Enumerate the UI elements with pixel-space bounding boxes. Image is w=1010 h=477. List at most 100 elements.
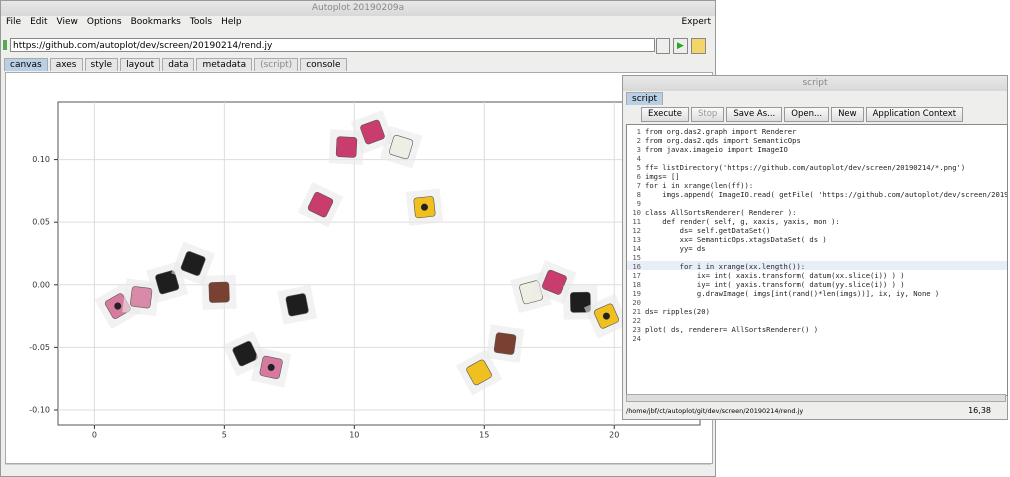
tab[interactable]: metadata	[196, 58, 253, 71]
current-line	[627, 261, 1007, 270]
menu-item[interactable]: Bookmarks	[130, 17, 181, 27]
tab[interactable]: script	[626, 92, 664, 105]
caret-position: 16,38	[968, 406, 991, 415]
line-number: 15	[632, 253, 641, 262]
line-number: 6	[636, 172, 641, 181]
line-number: 1	[636, 127, 641, 136]
tab[interactable]: canvas	[4, 58, 48, 71]
menu-item[interactable]: File	[6, 17, 22, 27]
code-line: def render( self, g, xaxis, yaxis, mon )…	[645, 217, 840, 226]
code-line: xx= SemanticOps.xtagsDataSet( ds )	[645, 235, 827, 244]
line-number: 21	[632, 307, 641, 316]
tab[interactable]: (script)	[254, 58, 299, 71]
code-line: from javax.imageio import ImageIO	[645, 145, 788, 154]
title-bar: script	[623, 76, 1007, 91]
go-button[interactable]: ▶	[673, 38, 688, 54]
candy-point	[405, 188, 444, 226]
scrollbar[interactable]	[626, 394, 1006, 402]
candy-point	[171, 241, 216, 286]
line-number: 16	[632, 262, 641, 271]
candy-point	[250, 347, 292, 388]
menu-item[interactable]: Options	[86, 17, 122, 27]
code-line: ix= int( xaxis.transform( datum(xx.slice…	[645, 271, 905, 280]
line-number: 20	[632, 298, 641, 307]
plot-area	[57, 101, 701, 426]
candy-point	[201, 274, 237, 310]
code-line: imgs.append( ImageIO.read( getFile( 'htt…	[645, 190, 1008, 199]
line-number: 19	[632, 289, 641, 298]
line-number: 22	[632, 316, 641, 325]
button[interactable]: Application Context	[865, 107, 964, 122]
line-number: 23	[632, 325, 641, 334]
tab[interactable]: data	[162, 58, 195, 71]
x-tick-label: 10	[349, 431, 359, 440]
window-title: script	[802, 78, 828, 88]
script-window: script script Execute Stop Save As... Open.…	[622, 75, 1008, 420]
y-tick-label: -0.05	[29, 343, 50, 352]
y-tick-label: -0.10	[29, 405, 50, 414]
line-number: 18	[632, 280, 641, 289]
menu-bar: File Edit View Options Bookmarks Tools Help	[6, 17, 251, 27]
code-line: for i in xrange(len(ff)):	[645, 181, 754, 190]
menu-item[interactable]: View	[56, 17, 78, 27]
code-line: yy= ds	[645, 244, 706, 253]
tab[interactable]: console	[300, 58, 347, 71]
button[interactable]: Open...	[784, 107, 830, 122]
y-tick-label: 0.00	[32, 280, 50, 289]
line-number: 11	[632, 217, 641, 226]
tab[interactable]: axes	[49, 58, 83, 71]
y-tick-label: 0.05	[32, 218, 50, 227]
line-number: 10	[632, 208, 641, 217]
status-bar	[5, 464, 711, 475]
code-editor[interactable]: 1 from org.das2.graph import Renderer 2 fro…	[626, 124, 1008, 396]
code-line: from org.das2.qds import SemanticOps	[645, 136, 801, 145]
candy-point	[583, 293, 629, 339]
line-number: 3	[636, 145, 641, 154]
code-line: from org.das2.graph import Renderer	[645, 127, 797, 136]
url-field[interactable]: https://github.com/autoplot/dev/screen/2…	[10, 38, 655, 52]
window-title: Autoplot 20190209a	[311, 3, 405, 13]
line-number: 13	[632, 235, 641, 244]
toolbar: Execute Stop Save As... Open... New Applicati…	[641, 107, 965, 122]
line-number: 14	[632, 244, 641, 253]
code-line: g.drawImage( imgs[int(rand()*len(imgs))]…	[645, 289, 940, 298]
line-number: 5	[636, 163, 641, 172]
code-line: iy= int( yaxis.transform( datum(yy.slice…	[645, 280, 905, 289]
code-line: class AllSortsRenderer( Renderer ):	[645, 208, 797, 217]
file-path: /home/jbf/ct/autoplot/git/dev/screen/201…	[626, 407, 804, 415]
menu-item[interactable]: Tools	[189, 17, 213, 27]
code-line: ds= self.getDataSet()	[645, 226, 771, 235]
code-line: ds= ripples(20)	[645, 307, 710, 316]
code-line: plot( ds, renderer= AllSortsRenderer() )	[645, 325, 819, 334]
y-tick-label: 0.10	[32, 155, 50, 164]
button[interactable]: Stop	[691, 107, 725, 122]
line-number: 4	[636, 154, 641, 163]
x-tick-label: 5	[222, 431, 227, 440]
button[interactable]: New	[831, 107, 864, 122]
x-tick-label: 20	[609, 431, 619, 440]
line-number: 7	[636, 181, 641, 190]
expert-menu[interactable]: Expert	[681, 17, 712, 27]
code-line: for i in xrange(xx.length()):	[645, 262, 806, 271]
x-tick-label: 15	[479, 431, 489, 440]
menu-item[interactable]: Edit	[30, 17, 48, 27]
button[interactable]: Execute	[641, 107, 689, 122]
tab[interactable]: style	[84, 58, 119, 71]
code-line: imgs= []	[645, 172, 680, 181]
line-number: 12	[632, 226, 641, 235]
title-bar: Autoplot 20190209a	[1, 1, 715, 16]
candy-point	[297, 181, 344, 228]
status-icon	[3, 40, 7, 50]
candy-point	[328, 129, 365, 165]
candy-point	[379, 125, 423, 169]
code-line: ff= listDirectory('https://github.com/au…	[645, 163, 966, 172]
candy-point	[350, 110, 395, 154]
browse-button[interactable]	[691, 38, 706, 54]
chart: 0 5 10 15 20-0.10-0.050.000.050.10	[29, 101, 701, 440]
button[interactable]: Save As...	[726, 107, 783, 122]
dropdown-button[interactable]	[656, 38, 670, 54]
x-tick-label: 0	[92, 431, 97, 440]
menu-item[interactable]: Help	[221, 17, 242, 27]
tab[interactable]: layout	[120, 58, 161, 71]
